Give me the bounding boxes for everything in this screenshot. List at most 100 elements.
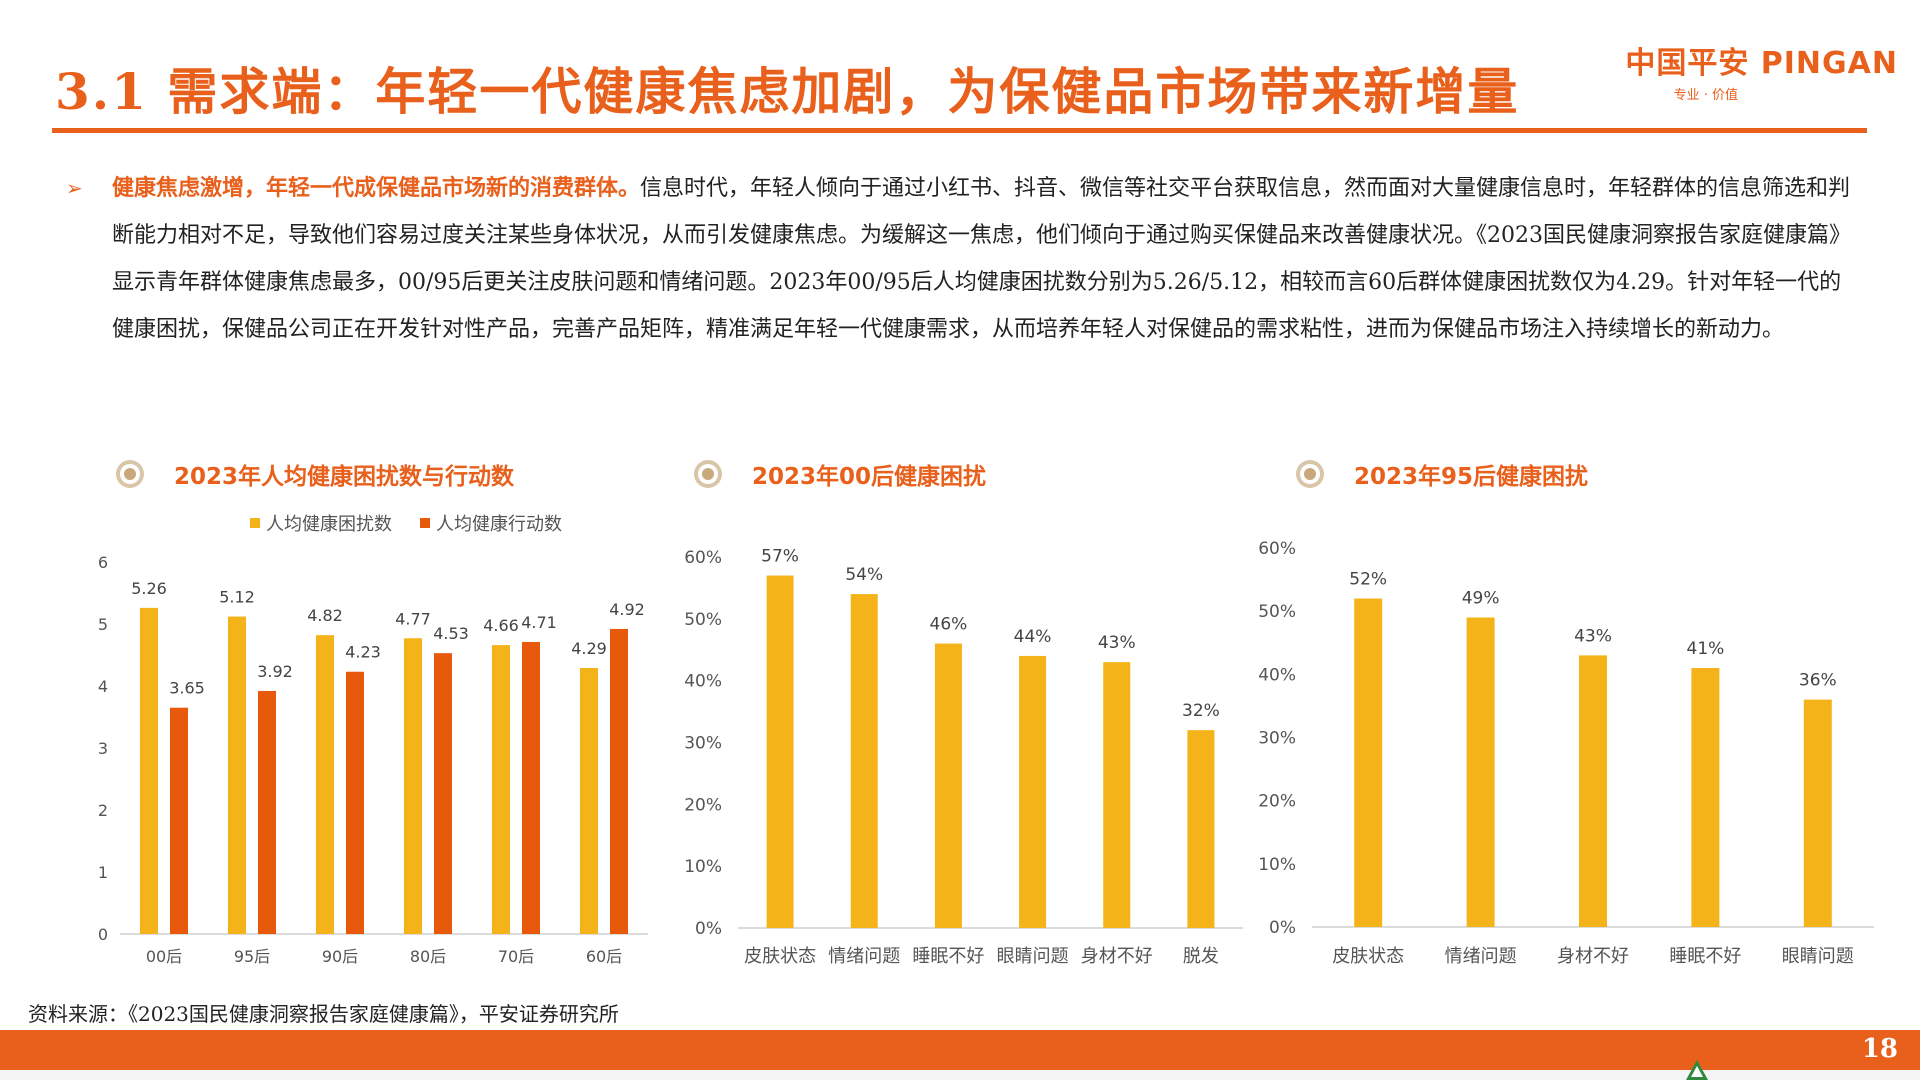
bar [1187,730,1215,928]
bar [346,671,364,934]
y-tick-label: 40% [1258,665,1296,685]
chart1-legend: 人均健康困扰数 人均健康行动数 [250,510,562,536]
bar [934,643,962,928]
chart2-header: 2023年00后健康困扰 [694,457,986,491]
data-label: 54% [845,565,883,585]
y-tick-label: 1 [98,863,108,882]
x-category-label: 95后 [234,947,270,966]
y-tick-label: 4 [98,677,108,696]
logo-text: 中国平安 PINGAN [1625,46,1898,81]
data-label: 5.12 [219,588,255,607]
legend-item-troubles: 人均健康困扰数 [250,510,392,536]
y-tick-label: 5 [98,615,108,634]
data-label: 4.66 [483,616,519,635]
data-label: 46% [930,615,968,635]
bar [1803,699,1832,927]
y-tick-label: 40% [684,672,722,692]
bullet-text: 健康焦虑激增，年轻一代成保健品市场新的消费群体。信息时代，年轻人倾向于通过小红书… [112,165,1862,353]
chart2-title: 2023年00后健康困扰 [752,464,987,490]
footer-strip [0,1070,1920,1080]
y-tick-label: 20% [1258,792,1296,812]
y-tick-label: 0% [1269,918,1296,938]
data-label: 5.26 [131,579,167,598]
data-label: 44% [1014,627,1052,647]
y-tick-label: 10% [1258,855,1296,875]
legend-label-actions: 人均健康行动数 [436,514,562,535]
x-category-label: 身材不好 [1081,946,1153,967]
bar [522,641,540,934]
x-category-label: 皮肤状态 [1332,946,1404,967]
y-tick-label: 2 [98,801,108,820]
y-tick-label: 50% [684,610,722,630]
y-tick-label: 60% [1258,539,1296,559]
x-category-label: 80后 [410,947,446,966]
data-label: 49% [1462,588,1500,608]
data-label: 32% [1182,701,1220,721]
chart3-header: 2023年95后健康困扰 [1296,457,1588,491]
bar [492,645,510,934]
legend-item-actions: 人均健康行动数 [420,510,562,536]
page-number: 18 [1861,1034,1898,1064]
bar [580,668,598,934]
bar [140,607,158,934]
source-note: 资料来源：《2023国民健康洞察报告家庭健康篇》，平安证券研究所 [28,1002,619,1026]
y-tick-label: 60% [684,548,722,568]
logo-tagline: 专业 · 价值 [1673,88,1738,103]
data-label: 41% [1687,639,1725,659]
legend-swatch-yellow [250,518,260,528]
y-tick-label: 0 [98,925,108,944]
data-label: 3.92 [257,662,293,681]
y-tick-label: 10% [684,857,722,877]
y-tick-label: 30% [1258,729,1296,749]
x-category-label: 90后 [322,947,358,966]
x-category-label: 眼睛问题 [1782,946,1854,967]
data-label: 4.71 [521,613,557,632]
x-category-label: 身材不好 [1557,946,1629,967]
pingan-logo: 中国平安 PINGAN 专业 · 价值 [1625,38,1898,103]
footer-bar [0,1030,1920,1070]
bullet-paragraph: ➢ 健康焦虑激增，年轻一代成保健品市场新的消费群体。信息时代，年轻人倾向于通过小… [62,165,1862,353]
legend-swatch-orange [420,518,430,528]
x-category-label: 皮肤状态 [744,946,816,967]
x-category-label: 睡眠不好 [912,946,984,967]
bar [1103,662,1131,928]
title-divider [52,128,1867,133]
ring-bullet-icon [694,460,722,488]
y-tick-label: 30% [684,734,722,754]
chart3-title: 2023年95后健康困扰 [1354,464,1589,490]
page-title: 3.1 需求端：年轻一代健康焦虑加剧，为保健品市场带来新增量 [55,62,1520,121]
bar [434,653,452,934]
bullet-lead: 健康焦虑激增，年轻一代成保健品市场新的消费群体。 [112,175,641,201]
data-label: 4.53 [433,624,469,643]
bar [766,575,794,928]
data-label: 52% [1349,570,1387,590]
y-tick-label: 0% [695,919,722,939]
bar [1354,598,1383,927]
bar [228,616,246,934]
x-category-label: 脱发 [1183,946,1219,967]
data-label: 57% [761,547,799,567]
data-label: 3.65 [169,679,205,698]
y-tick-label: 3 [98,739,108,758]
bullet-arrow-icon: ➢ [66,176,83,200]
chart1-header: 2023年人均健康困扰数与行动数 [116,457,514,491]
data-label: 36% [1799,671,1837,691]
bar [170,707,188,934]
bar [316,635,334,934]
x-category-label: 眼睛问题 [997,946,1069,967]
data-label: 4.82 [307,606,343,625]
chart1-title: 2023年人均健康困扰数与行动数 [174,464,515,490]
bar [1691,668,1720,927]
bar [1466,617,1495,927]
ring-bullet-icon [116,460,144,488]
bar [1019,655,1047,928]
bar [850,594,878,928]
data-label: 43% [1574,626,1612,646]
bar [404,638,422,934]
bar [610,628,628,934]
x-category-label: 情绪问题 [1445,946,1517,967]
ring-bullet-icon [1296,460,1324,488]
footer-logo-mark-icon [1686,1060,1708,1080]
y-tick-label: 20% [684,795,722,815]
